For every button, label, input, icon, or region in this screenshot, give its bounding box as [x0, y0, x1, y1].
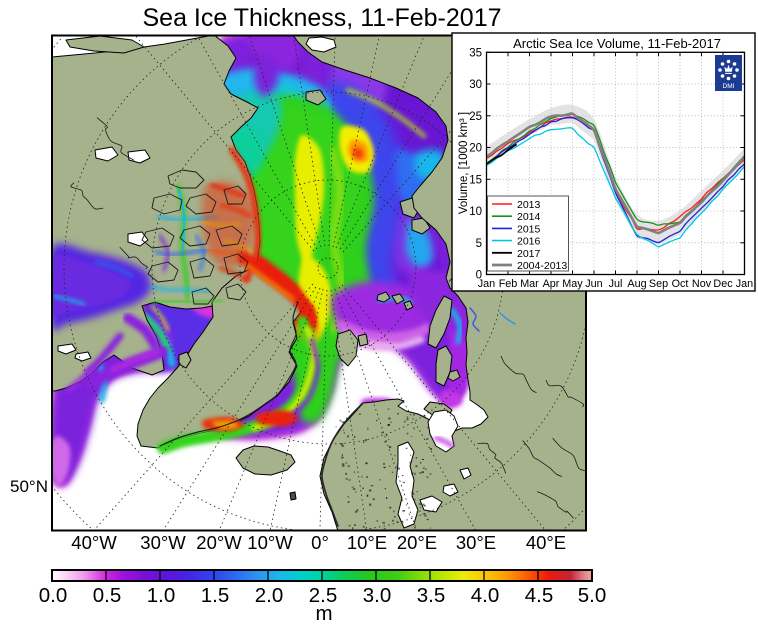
- svg-text:Sep: Sep: [649, 278, 668, 290]
- svg-text:Apr: Apr: [543, 278, 560, 290]
- svg-text:2.0: 2.0: [255, 584, 284, 607]
- svg-text:2017: 2017: [517, 248, 541, 260]
- svg-text:Aug: Aug: [627, 278, 646, 290]
- svg-text:Volume, [1000 km³ ]: Volume, [1000 km³ ]: [458, 112, 470, 214]
- svg-text:May: May: [562, 278, 583, 290]
- svg-text:5.0: 5.0: [578, 584, 607, 607]
- svg-text:30°W: 30°W: [140, 532, 186, 553]
- svg-text:Dec: Dec: [713, 278, 733, 290]
- svg-text:Feb: Feb: [499, 278, 518, 290]
- svg-text:4.0: 4.0: [471, 584, 500, 607]
- svg-text:40°W: 40°W: [71, 532, 117, 553]
- svg-text:Mar: Mar: [520, 278, 539, 290]
- svg-text:35: 35: [469, 47, 482, 59]
- svg-text:2013: 2013: [517, 199, 541, 211]
- svg-text:2014: 2014: [517, 211, 541, 223]
- svg-text:Arctic Sea Ice Volume, 11-Feb-: Arctic Sea Ice Volume, 11-Feb-2017: [513, 36, 721, 51]
- svg-text:Nov: Nov: [692, 278, 712, 290]
- svg-text:50°N: 50°N: [10, 477, 48, 496]
- svg-text:30°E: 30°E: [456, 532, 496, 553]
- svg-text:20°W: 20°W: [196, 532, 242, 553]
- svg-text:m: m: [315, 602, 332, 625]
- svg-text:10°E: 10°E: [347, 532, 387, 553]
- svg-text:Oct: Oct: [672, 278, 689, 290]
- svg-text:4.5: 4.5: [525, 584, 554, 607]
- svg-text:20: 20: [469, 143, 482, 155]
- svg-text:3.0: 3.0: [363, 584, 392, 607]
- svg-text:0: 0: [476, 270, 482, 282]
- svg-text:2004-2013: 2004-2013: [517, 260, 567, 272]
- svg-text:25: 25: [469, 111, 482, 123]
- svg-text:10°W: 10°W: [247, 532, 293, 553]
- svg-text:30: 30: [469, 79, 482, 91]
- svg-text:Jun: Jun: [585, 278, 602, 290]
- svg-text:20°E: 20°E: [397, 532, 437, 553]
- svg-text:2.5: 2.5: [309, 584, 338, 607]
- svg-text:3.5: 3.5: [417, 584, 446, 607]
- svg-text:0.5: 0.5: [93, 584, 122, 607]
- svg-text:5: 5: [476, 238, 482, 250]
- svg-text:0.0: 0.0: [39, 584, 68, 607]
- svg-text:Jul: Jul: [609, 278, 623, 290]
- svg-text:1.0: 1.0: [147, 584, 176, 607]
- svg-text:2015: 2015: [517, 223, 541, 235]
- svg-text:Jan: Jan: [736, 278, 753, 290]
- svg-text:15: 15: [469, 174, 482, 186]
- svg-text:1.5: 1.5: [201, 584, 230, 607]
- svg-text:DMI: DMI: [723, 83, 735, 90]
- svg-text:Sea Ice Thickness, 11-Feb-2017: Sea Ice Thickness, 11-Feb-2017: [143, 4, 502, 32]
- svg-text:10: 10: [469, 206, 482, 218]
- svg-text:40°E: 40°E: [526, 532, 566, 553]
- svg-text:2016: 2016: [517, 236, 541, 248]
- svg-text:Jan: Jan: [478, 278, 495, 290]
- svg-text:0°: 0°: [311, 532, 329, 553]
